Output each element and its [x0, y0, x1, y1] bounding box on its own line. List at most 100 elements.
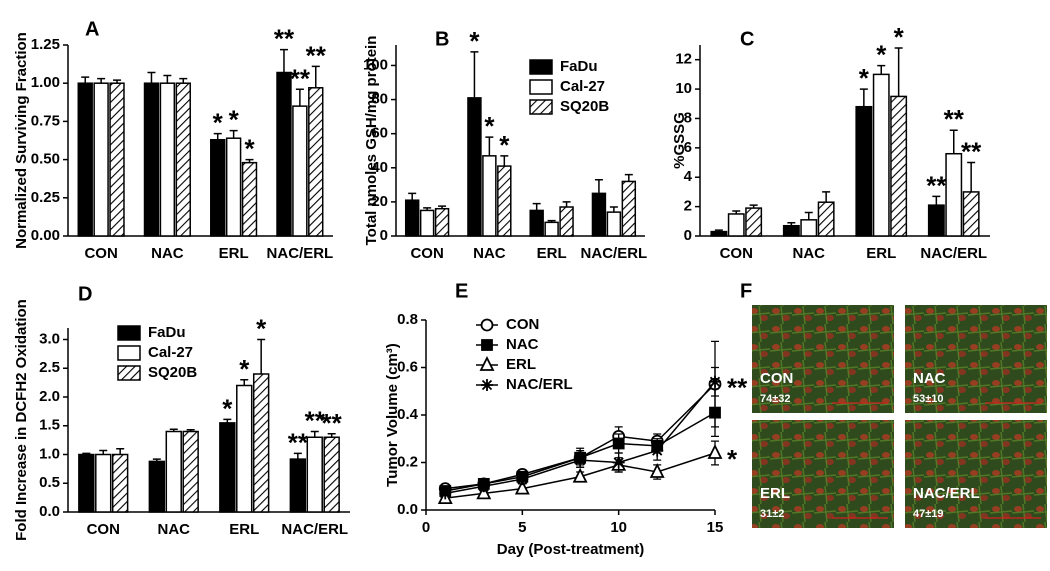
significance: **	[926, 170, 947, 200]
error-bar	[327, 433, 336, 438]
significance: *	[244, 134, 255, 164]
error-bar	[624, 173, 633, 182]
x-tick-label: 10	[610, 519, 627, 536]
x-tick-label: 15	[707, 519, 724, 536]
marker	[709, 406, 721, 419]
error-bar	[310, 430, 319, 438]
bar	[606, 211, 622, 237]
error-bar	[438, 205, 447, 209]
bar	[497, 165, 512, 237]
legend-label: CON	[506, 316, 539, 333]
marker	[651, 444, 664, 457]
x-tick-label: NAC	[793, 245, 826, 262]
y-tick-label: 1.5	[39, 417, 60, 434]
significance: *	[484, 111, 495, 141]
panel-letter: C	[740, 28, 754, 50]
y-tick-label: 0	[684, 227, 692, 244]
error-bar	[245, 158, 254, 163]
significance: **	[944, 104, 965, 134]
error-bar	[113, 79, 122, 84]
significance: *	[239, 354, 250, 384]
error-bar	[213, 132, 222, 140]
y-tick-label: 1.25	[31, 36, 60, 53]
bar	[621, 180, 637, 237]
marker	[477, 480, 490, 493]
significance: *	[727, 444, 738, 474]
y-tick-label: 0.4	[397, 406, 419, 423]
marker	[481, 339, 493, 351]
micrograph	[905, 305, 1047, 413]
legend-label: NAC/ERL	[506, 376, 573, 393]
bar	[111, 453, 129, 513]
panel-letter: A	[85, 18, 99, 40]
x-tick-label: CON	[720, 245, 753, 262]
y-tick-label: 2	[684, 198, 692, 215]
y-tick-label: 0.25	[31, 189, 60, 206]
y-tick-label: 1.0	[39, 445, 60, 462]
micrograph	[905, 420, 1047, 528]
bar	[148, 460, 166, 513]
significance: **	[288, 427, 309, 457]
legend-label: FaDu	[560, 58, 598, 75]
bar	[78, 453, 95, 513]
bar	[890, 95, 908, 237]
significance: *	[876, 40, 887, 70]
y-tick-label: 0.6	[397, 358, 418, 375]
error-bar	[749, 204, 758, 209]
y-tick-label: 2.5	[39, 359, 60, 376]
significance: **	[290, 63, 311, 93]
legend-swatch	[117, 345, 141, 361]
micrograph	[752, 305, 894, 413]
panel-letter: F	[740, 280, 752, 302]
micrograph	[752, 420, 894, 528]
panel-letter: B	[435, 28, 449, 50]
significance: *	[222, 393, 233, 423]
legend-swatch	[529, 99, 553, 115]
error-bar	[714, 229, 723, 232]
x-tick-label: NAC	[473, 245, 506, 262]
error-bar	[99, 449, 108, 455]
x-tick-label: 0	[422, 519, 430, 536]
bar	[236, 384, 253, 513]
legend-label: SQ20B	[560, 98, 609, 115]
error-bar	[97, 77, 106, 84]
marker	[481, 379, 493, 391]
marker	[479, 355, 495, 371]
error-bar	[240, 379, 249, 386]
error-bar	[894, 47, 903, 97]
y-tick-label: 20	[371, 193, 388, 210]
error-bar	[179, 77, 188, 84]
bar	[710, 230, 728, 237]
marker	[612, 437, 625, 450]
error-bar	[877, 64, 886, 75]
x-tick-label: ERL	[219, 245, 249, 262]
error-bar	[532, 202, 541, 211]
y-tick-label: 0	[380, 227, 388, 244]
x-tick-label: ERL	[229, 521, 259, 538]
error-bar	[500, 155, 509, 167]
bar	[225, 137, 242, 237]
error-bar	[547, 219, 556, 223]
error-bar	[859, 88, 868, 107]
y-tick-label: 8	[684, 109, 692, 126]
y-axis-label: Normalized Surviving Fraction	[13, 32, 30, 249]
error-bar	[295, 88, 304, 107]
bar	[800, 219, 818, 237]
significance: *	[213, 108, 224, 138]
error-bar	[223, 418, 232, 423]
x-tick-label: CON	[410, 245, 443, 262]
legend-label: NAC	[506, 336, 539, 353]
x-tick-label: NAC/ERL	[281, 521, 348, 538]
x-tick-label: NAC	[151, 245, 184, 262]
y-tick-label: 3.0	[39, 330, 60, 347]
bar	[872, 73, 890, 237]
y-axis-label: Tumor Volume (cm³)	[384, 343, 401, 487]
bar	[817, 201, 835, 237]
bar	[419, 209, 435, 237]
significance: **	[274, 24, 295, 54]
y-tick-label: 0.5	[39, 474, 60, 491]
bar	[182, 430, 199, 513]
error-bar	[470, 51, 479, 98]
error-bar	[163, 74, 172, 84]
x-tick-label: CON	[84, 245, 117, 262]
